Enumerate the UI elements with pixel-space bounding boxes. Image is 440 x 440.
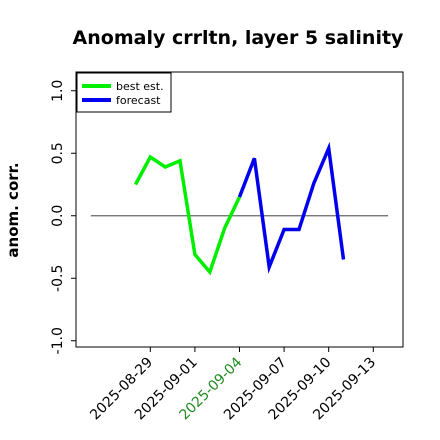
series-layer xyxy=(133,141,346,276)
plot-frame xyxy=(75,71,404,348)
y-tick-label: -0.5 xyxy=(50,265,66,292)
legend: best est. forecast xyxy=(76,72,172,113)
series-line-forecast xyxy=(237,141,346,274)
y-axis: -1.0 -0.5 0.0 0.5 1.0 xyxy=(50,80,76,354)
series-line-best-est xyxy=(133,154,242,276)
legend-label-forecast: forecast xyxy=(116,94,161,107)
y-axis-label: anom. corr. xyxy=(4,162,22,257)
y-tick-label: -1.0 xyxy=(50,327,66,354)
x-axis: 2025-08-292025-09-012025-09-042025-09-07… xyxy=(87,347,379,423)
legend-label-best-est: best est. xyxy=(116,80,164,93)
legend-box xyxy=(76,72,172,113)
chart-title: Anomaly crrltn, layer 5 salinity xyxy=(73,27,404,49)
y-tick-label: 0.5 xyxy=(50,142,66,164)
y-tick-label: 1.0 xyxy=(50,80,66,102)
y-tick-label: 0.0 xyxy=(50,205,66,227)
